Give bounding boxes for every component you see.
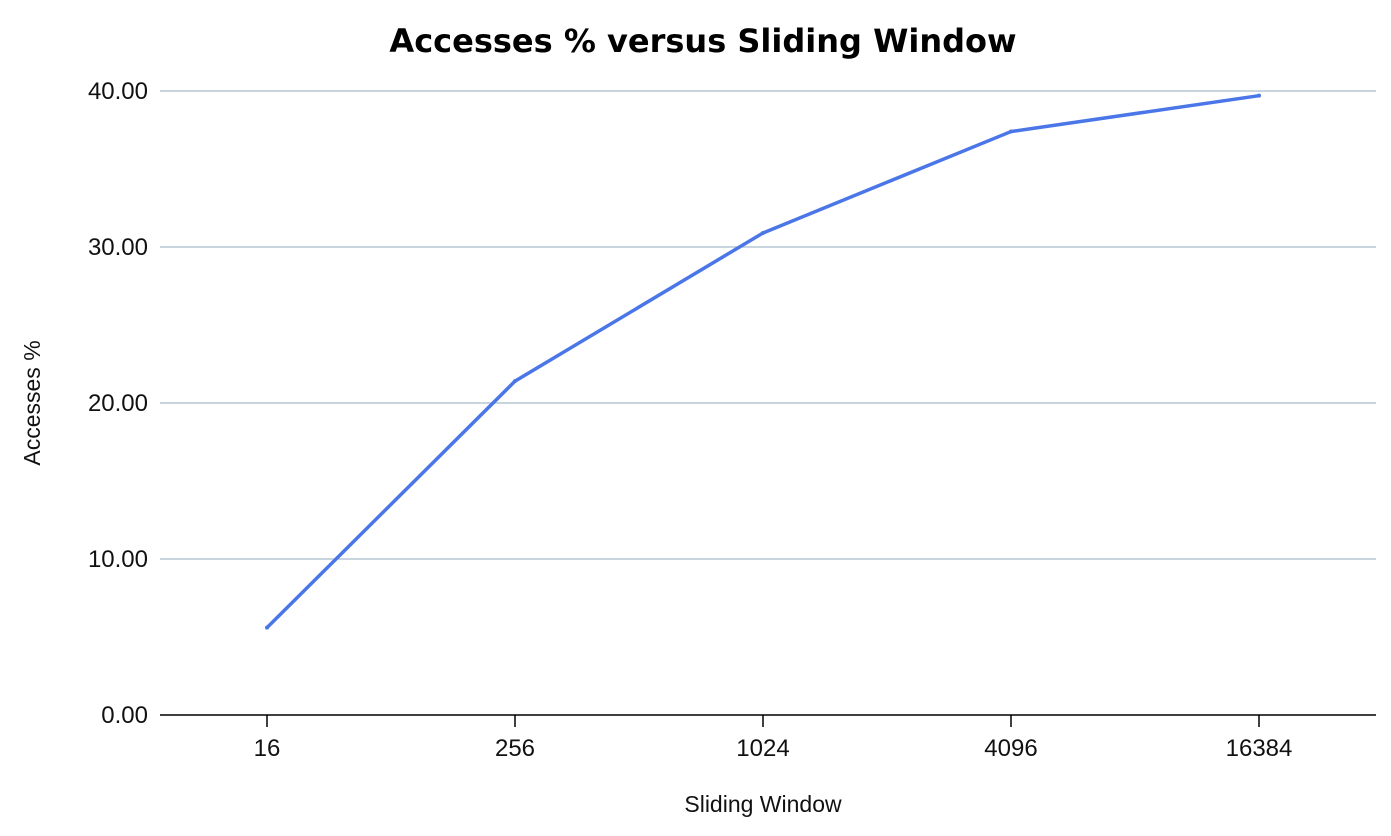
series-line: [265, 93, 1261, 630]
data-point: [265, 625, 269, 630]
gridlines: [160, 90, 1376, 560]
x-tick-labels: 16 256 1024 4096 16384: [254, 735, 1293, 762]
y-tick-label: 0.00: [101, 702, 148, 729]
data-point: [513, 379, 517, 384]
axes: [160, 714, 1376, 727]
x-tick-label: 4096: [984, 735, 1037, 762]
x-tick-label: 256: [495, 735, 535, 762]
x-axis-label: Sliding Window: [684, 791, 842, 817]
data-point: [761, 230, 765, 235]
y-tick-label: 30.00: [88, 234, 148, 261]
data-point: [1009, 129, 1013, 134]
x-tick-label: 1024: [736, 735, 789, 762]
y-tick-labels: 0.00 10.00 20.00 30.00 40.00: [88, 78, 148, 729]
series-layer: [265, 93, 1261, 630]
x-tick-label: 16384: [1226, 735, 1293, 762]
y-tick-label: 10.00: [88, 546, 148, 573]
x-tick-label: 16: [254, 735, 281, 762]
data-point: [1257, 93, 1261, 98]
chart-title: Accesses % versus Sliding Window: [389, 22, 1016, 60]
y-tick-label: 40.00: [88, 78, 148, 105]
y-axis-label: Accesses %: [19, 340, 45, 465]
y-tick-label: 20.00: [88, 390, 148, 417]
